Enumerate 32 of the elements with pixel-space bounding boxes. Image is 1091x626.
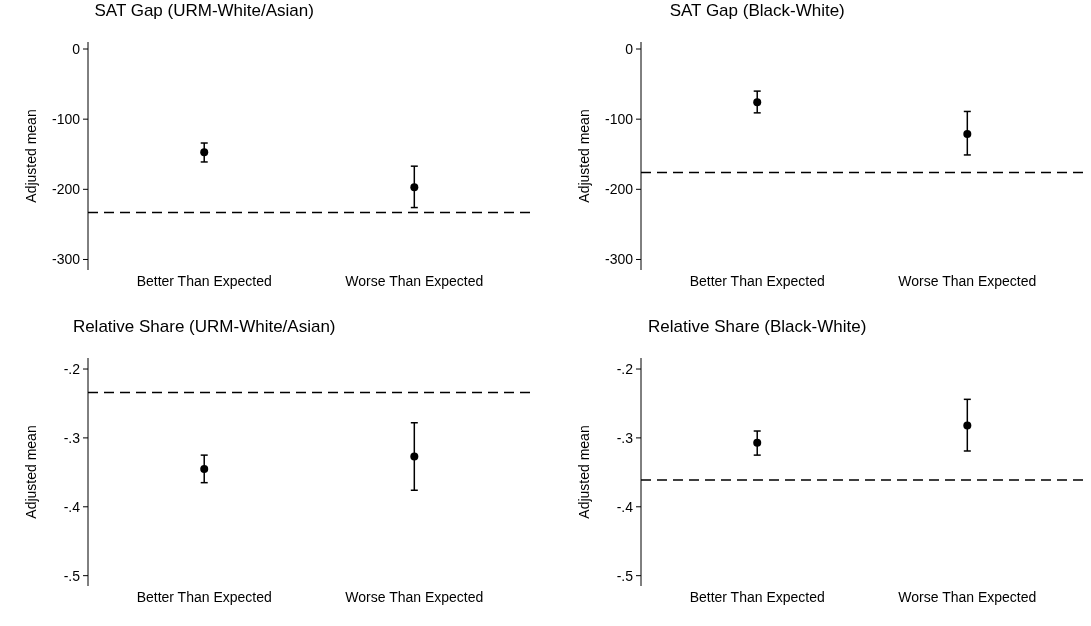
x-tick-label: Better Than Expected: [689, 589, 825, 605]
chart-title: SAT Gap (Black-White): [669, 1, 845, 20]
y-tick-label: 0: [625, 40, 634, 57]
chart-title: Relative Share (URM-White/Asian): [72, 317, 336, 336]
y-tick-label: -.4: [616, 498, 634, 515]
x-tick-label: Better Than Expected: [689, 273, 825, 289]
x-tick-label: Better Than Expected: [136, 273, 272, 289]
x-tick-label: Worse Than Expected: [898, 589, 1037, 605]
x-tick-label: Worse Than Expected: [898, 273, 1037, 289]
y-tick-label: -.4: [63, 498, 81, 515]
y-tick-label: -300: [51, 251, 81, 268]
y-tick-label: -.3: [63, 429, 81, 446]
y-tick-label: -200: [51, 181, 81, 198]
y-tick-label: -200: [604, 181, 634, 198]
y-tick-label: -100: [604, 111, 634, 128]
chart-title: SAT Gap (URM-White/Asian): [94, 1, 314, 20]
y-axis-title: Adjusted mean: [576, 109, 592, 203]
y-tick-label: -.2: [616, 360, 634, 377]
y-axis-title: Adjusted mean: [23, 109, 39, 203]
x-tick-label: Worse Than Expected: [345, 589, 484, 605]
y-tick-label: -.3: [616, 429, 634, 446]
y-tick-label: -.5: [63, 567, 81, 584]
y-tick-label: -.5: [616, 567, 634, 584]
chart-title: Relative Share (Black-White): [648, 317, 867, 336]
y-tick-label: -300: [604, 251, 634, 268]
x-tick-label: Worse Than Expected: [345, 273, 484, 289]
y-axis-title: Adjusted mean: [23, 425, 39, 519]
x-tick-label: Better Than Expected: [136, 589, 272, 605]
y-tick-label: -.2: [63, 360, 81, 377]
y-tick-label: 0: [72, 40, 81, 57]
y-axis-title: Adjusted mean: [576, 425, 592, 519]
y-tick-label: -100: [51, 111, 81, 128]
